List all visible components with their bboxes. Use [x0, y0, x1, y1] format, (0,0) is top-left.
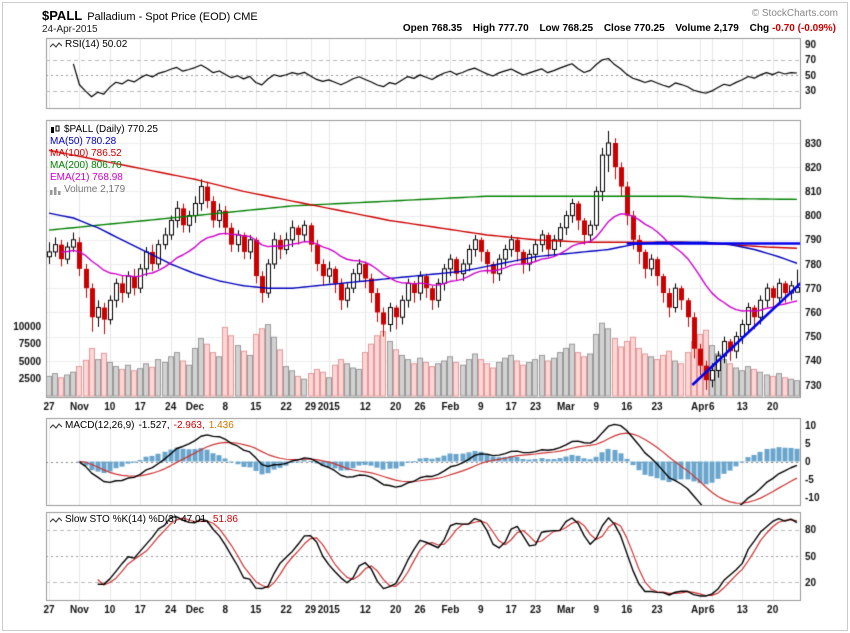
rsi-legend: RSI(14) 50.02 — [65, 39, 128, 50]
volume-value: 2,179 — [713, 23, 739, 34]
macd-label: MACD(12,26,9) — [65, 420, 135, 431]
macd-squiggle-icon — [50, 422, 62, 431]
sto-label: Slow STO %K(14) %D(3) — [65, 514, 178, 525]
chg-label: Chg — [749, 23, 770, 34]
chg-value: -0.70 (-0.09%) — [772, 23, 836, 34]
sto-legend-row: Slow STO %K(14) %D(3) 47.01, 51.86 — [50, 514, 238, 526]
ma50-legend: MA(50) 780.28 — [50, 136, 117, 147]
rsi-squiggle-icon — [50, 41, 62, 50]
sto-k-value: 47.01, — [181, 514, 209, 525]
chart-title: Palladium - Spot Price (EOD) CME — [87, 11, 258, 23]
ema21-legend: EMA(21) 768.98 — [50, 172, 123, 183]
macd-legend-row: MACD(12,26,9) -1.527, -2.963, 1.436 — [50, 420, 234, 432]
rsi-legend-row: RSI(14) 50.02 — [50, 39, 127, 51]
symbol-label: $PALL — [42, 8, 83, 23]
close-value: 770.25 — [634, 23, 665, 34]
sto-d-value: 51.86 — [212, 514, 238, 525]
main-legend-block: $PALL (Daily) 770.25 MA(50) 780.28 MA(10… — [50, 124, 158, 196]
price-legend: $PALL (Daily) 770.25 — [64, 124, 158, 135]
chart-header: $PALL Palladium - Spot Price (EOD) CME — [42, 7, 258, 25]
low-value: 768.25 — [562, 23, 594, 34]
open-label: Open — [402, 23, 429, 34]
high-label: High — [472, 23, 496, 34]
ma200-legend: MA(200) 806.70 — [50, 160, 122, 171]
volume-legend: Volume 2,179 — [64, 184, 126, 195]
date-label: 24-Apr-2015 — [42, 24, 98, 35]
macd-value: -1.527, — [138, 420, 170, 431]
close-label: Close — [603, 23, 632, 34]
open-value: 768.35 — [431, 23, 463, 34]
volume-bars-icon — [50, 186, 61, 195]
ma100-legend: MA(100) 786.52 — [50, 148, 122, 159]
low-label: Low — [539, 23, 560, 34]
macd-signal-value: -2.963, — [173, 420, 205, 431]
high-value: 777.70 — [498, 23, 529, 34]
quote-bar: Open 768.35 High 777.70 Low 768.25 Close 770… — [395, 23, 836, 34]
sto-squiggle-icon — [50, 516, 62, 525]
macd-hist-value: 1.436 — [208, 420, 234, 431]
copyright-label: © StockCharts.com — [751, 8, 838, 19]
candlestick-icon — [50, 125, 61, 135]
volume-label: Volume — [675, 23, 711, 34]
